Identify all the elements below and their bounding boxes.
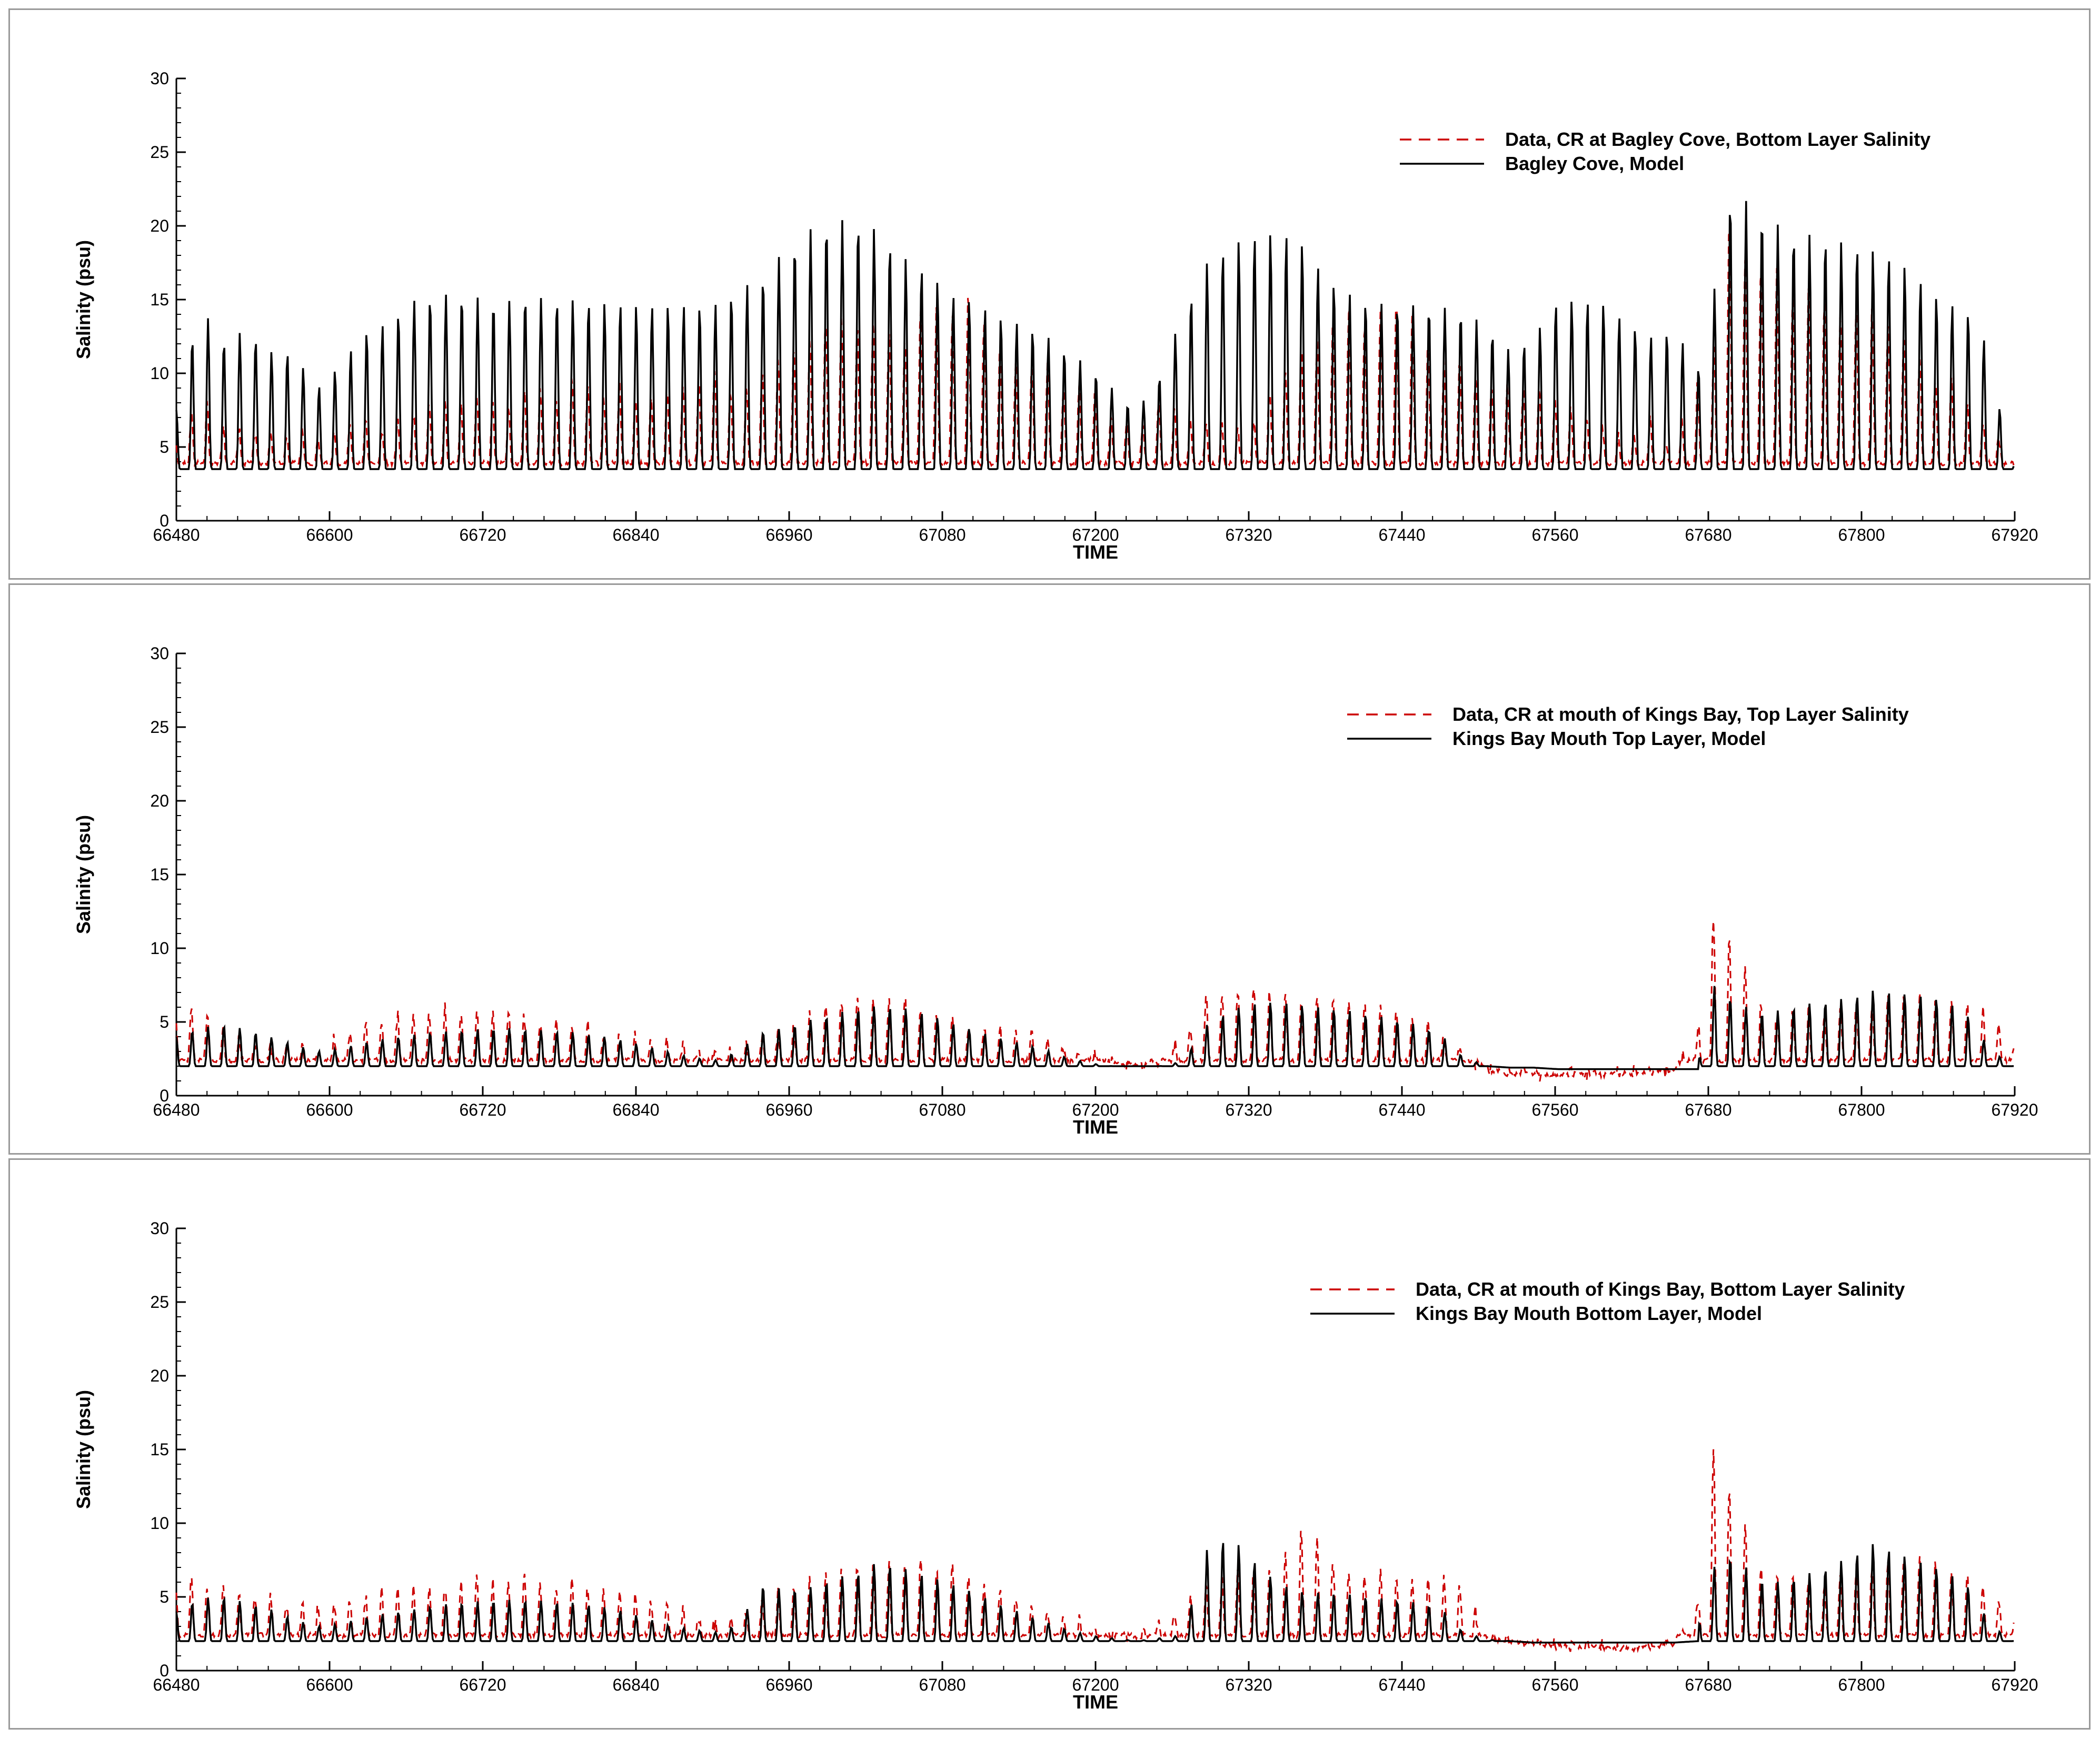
x-tick-label: 67680 [1685, 525, 1732, 544]
x-tick-label: 66480 [153, 1675, 200, 1694]
x-tick-label: 66480 [153, 1100, 200, 1119]
x-tick-label: 67440 [1379, 1675, 1426, 1694]
model-series-line [175, 1543, 2014, 1644]
x-tick-label: 67800 [1838, 1100, 1885, 1119]
y-tick-label: 15 [150, 290, 169, 309]
x-tick-label: 67560 [1532, 1675, 1579, 1694]
y-tick-label: 10 [150, 1514, 169, 1533]
y-tick-label: 25 [150, 718, 169, 737]
x-tick-label: 66960 [766, 1100, 813, 1119]
x-tick-label: 66600 [306, 1100, 353, 1119]
x-tick-label: 67320 [1226, 1100, 1272, 1119]
y-tick-label: 0 [160, 1086, 169, 1105]
x-tick-label: 67440 [1379, 1100, 1426, 1119]
x-tick-label: 67920 [1992, 1675, 2038, 1694]
y-tick-label: 25 [150, 1293, 169, 1312]
y-tick-label: 30 [150, 69, 169, 88]
x-tick-label: 66720 [460, 525, 506, 544]
y-tick-label: 20 [150, 216, 169, 235]
y-axis-title: Salinity (psu) [73, 240, 94, 359]
y-tick-label: 25 [150, 143, 169, 162]
legend-label: Data, CR at Bagley Cove, Bottom Layer Sa… [1505, 128, 1930, 150]
x-axis-title: TIME [1073, 1691, 1118, 1713]
y-axis-title: Salinity (psu) [73, 815, 94, 934]
x-tick-label: 67920 [1992, 525, 2038, 544]
x-tick-label: 66960 [766, 1675, 813, 1694]
legend-label: Data, CR at mouth of Kings Bay, Bottom L… [1416, 1278, 1905, 1300]
x-tick-label: 66720 [460, 1675, 506, 1694]
x-tick-label: 66840 [613, 525, 660, 544]
x-tick-label: 67800 [1838, 525, 1885, 544]
x-tick-label: 67320 [1226, 1675, 1272, 1694]
y-tick-label: 15 [150, 1440, 169, 1459]
x-tick-label: 66480 [153, 525, 200, 544]
data-series-line [175, 921, 2015, 1082]
x-tick-label: 66720 [460, 1100, 506, 1119]
salinity-chart-kings-bay-bottom: 0 5 10 15 20 25 30 66480 66600 66720 66840 66960 670… [73, 1219, 2038, 1713]
y-tick-label: 15 [150, 865, 169, 884]
x-tick-label: 66960 [766, 525, 813, 544]
x-tick-label: 67560 [1532, 525, 1579, 544]
x-tick-label: 67680 [1685, 1100, 1732, 1119]
x-tick-label: 66840 [613, 1675, 660, 1694]
y-tick-label: 0 [160, 511, 169, 530]
salinity-chart-bagley-cove: 0 5 10 15 20 25 30 66480 66600 66720 66840 66960 670… [73, 69, 2038, 563]
legend-label: Data, CR at mouth of Kings Bay, Top Laye… [1452, 703, 1909, 725]
y-axis-title: Salinity (psu) [73, 1390, 94, 1509]
x-tick-label: 67200 [1072, 525, 1119, 544]
y-tick-label: 5 [160, 1587, 169, 1606]
x-tick-label: 66600 [306, 1675, 353, 1694]
legend-label: Kings Bay Mouth Top Layer, Model [1452, 728, 1766, 749]
legend-label: Bagley Cove, Model [1505, 153, 1684, 174]
y-tick-label: 30 [150, 644, 169, 663]
x-axis-title: TIME [1073, 541, 1118, 563]
x-tick-label: 67200 [1072, 1100, 1119, 1119]
y-tick-label: 5 [160, 438, 169, 456]
salinity-chart-kings-bay-top: 0 5 10 15 20 25 30 66480 66600 66720 66840 66960 670… [73, 644, 2038, 1138]
x-tick-label: 66600 [306, 525, 353, 544]
chart-panel-kings-bay-top: 0 5 10 15 20 25 30 66480 66600 66720 66840 66960 670… [8, 583, 2091, 1155]
x-tick-label: 67560 [1532, 1100, 1579, 1119]
x-tick-label: 67440 [1379, 525, 1426, 544]
y-tick-label: 30 [150, 1219, 169, 1238]
model-series-line [175, 986, 2014, 1070]
chart-panel-kings-bay-bottom: 0 5 10 15 20 25 30 66480 66600 66720 66840 66960 670… [8, 1158, 2091, 1730]
x-tick-label: 66840 [613, 1100, 660, 1119]
y-tick-label: 20 [150, 791, 169, 810]
data-series-line [175, 1449, 2015, 1653]
x-tick-label: 67200 [1072, 1675, 1119, 1694]
x-tick-label: 67080 [919, 1100, 966, 1119]
x-tick-label: 67080 [919, 1675, 966, 1694]
x-tick-label: 67080 [919, 525, 966, 544]
y-tick-label: 10 [150, 364, 169, 383]
y-tick-label: 0 [160, 1661, 169, 1680]
y-tick-label: 10 [150, 939, 169, 958]
x-tick-label: 67320 [1226, 525, 1272, 544]
model-series-line [175, 201, 2015, 470]
x-axis-title: TIME [1073, 1116, 1118, 1138]
y-tick-label: 20 [150, 1366, 169, 1385]
y-tick-label: 5 [160, 1012, 169, 1031]
legend-label: Kings Bay Mouth Bottom Layer, Model [1416, 1303, 1762, 1324]
chart-panel-bagley-cove: 0 5 10 15 20 25 30 66480 66600 66720 66840 66960 670… [8, 8, 2091, 580]
x-tick-label: 67800 [1838, 1675, 1885, 1694]
x-tick-label: 67920 [1992, 1100, 2038, 1119]
x-tick-label: 67680 [1685, 1675, 1732, 1694]
